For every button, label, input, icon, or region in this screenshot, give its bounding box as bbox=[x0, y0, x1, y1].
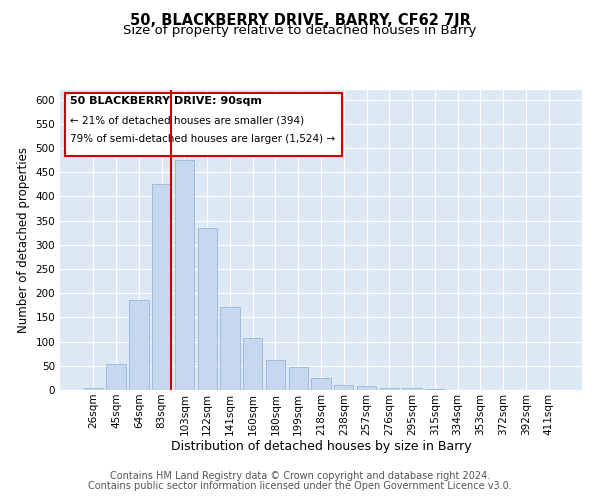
Text: ← 21% of detached houses are smaller (394): ← 21% of detached houses are smaller (39… bbox=[70, 116, 305, 126]
Bar bbox=[289, 368, 308, 390]
Bar bbox=[266, 360, 285, 390]
Bar bbox=[84, 388, 103, 390]
Bar bbox=[175, 160, 194, 390]
Bar bbox=[243, 338, 262, 390]
Bar bbox=[129, 300, 149, 390]
Bar bbox=[197, 228, 217, 390]
Bar bbox=[152, 184, 172, 390]
Bar bbox=[220, 307, 239, 390]
Bar bbox=[334, 385, 353, 390]
FancyBboxPatch shape bbox=[65, 93, 342, 156]
Bar bbox=[425, 389, 445, 390]
Bar bbox=[311, 378, 331, 390]
Text: 50 BLACKBERRY DRIVE: 90sqm: 50 BLACKBERRY DRIVE: 90sqm bbox=[70, 96, 262, 106]
Text: 79% of semi-detached houses are larger (1,524) →: 79% of semi-detached houses are larger (… bbox=[70, 134, 335, 143]
X-axis label: Distribution of detached houses by size in Barry: Distribution of detached houses by size … bbox=[170, 440, 472, 454]
Text: Contains HM Land Registry data © Crown copyright and database right 2024.: Contains HM Land Registry data © Crown c… bbox=[110, 471, 490, 481]
Bar bbox=[357, 386, 376, 390]
Y-axis label: Number of detached properties: Number of detached properties bbox=[17, 147, 30, 333]
Text: Contains public sector information licensed under the Open Government Licence v3: Contains public sector information licen… bbox=[88, 481, 512, 491]
Bar bbox=[403, 388, 422, 390]
Text: 50, BLACKBERRY DRIVE, BARRY, CF62 7JR: 50, BLACKBERRY DRIVE, BARRY, CF62 7JR bbox=[130, 12, 470, 28]
Text: Size of property relative to detached houses in Barry: Size of property relative to detached ho… bbox=[124, 24, 476, 37]
Bar bbox=[380, 388, 399, 390]
Bar bbox=[106, 364, 126, 390]
